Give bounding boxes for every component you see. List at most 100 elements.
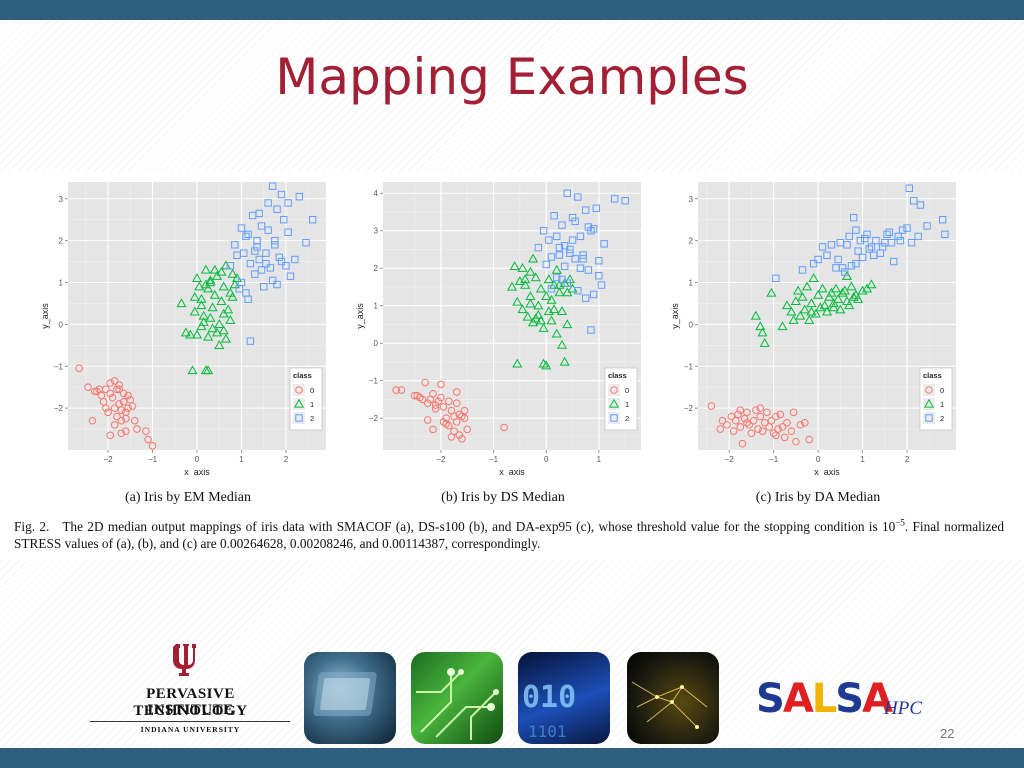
data-point-class-2 (568, 236, 577, 244)
legend-label-class-2: 2 (310, 414, 314, 423)
data-point-class-0 (789, 408, 798, 417)
data-point-class-0 (442, 414, 450, 422)
data-point-class-1 (795, 310, 806, 320)
data-point-class-1 (766, 287, 777, 297)
data-point-class-0 (110, 404, 119, 412)
top-banner (0, 0, 1024, 20)
data-point-class-2 (284, 228, 292, 236)
x-tick-label: −2 (103, 455, 113, 464)
scatter-panel-b: −2 −1 0 1 −2 −1 0 1 2 3 4 x_axis y_axis class 0 1 2 (355, 176, 675, 476)
data-point-class-0 (106, 431, 115, 440)
data-point-class-2 (584, 266, 593, 274)
data-point-class-2 (883, 230, 891, 239)
data-point-class-1 (225, 314, 236, 324)
data-point-class-1 (205, 277, 216, 287)
data-point-class-1 (229, 279, 240, 289)
data-point-class-2 (545, 236, 553, 244)
data-point-class-2 (898, 226, 907, 234)
data-point-class-1 (559, 356, 570, 366)
data-point-class-2 (280, 215, 288, 224)
data-point-class-0 (106, 389, 115, 398)
data-point-class-1 (786, 306, 797, 316)
data-point-class-1 (781, 300, 793, 310)
data-point-class-0 (113, 385, 121, 394)
data-point-class-0 (749, 416, 758, 425)
data-point-class-1 (839, 285, 850, 295)
data-point-class-1 (759, 338, 770, 347)
data-point-class-2 (574, 193, 582, 201)
data-point-class-0 (437, 380, 445, 389)
data-point-class-0 (144, 435, 152, 444)
data-point-class-2 (282, 262, 290, 270)
data-point-class-1 (231, 273, 243, 282)
x-tick-label: 0 (195, 455, 200, 464)
x-tick-label: −1 (769, 455, 779, 464)
x-axis-label: x_axis (814, 467, 840, 476)
data-point-class-0 (124, 404, 132, 412)
data-point-class-1 (777, 321, 788, 331)
data-point-class-1 (209, 289, 220, 299)
data-point-class-2 (242, 232, 250, 241)
data-point-class-1 (806, 298, 817, 308)
legend-label-class-2: 2 (625, 414, 629, 423)
data-point-class-1 (509, 261, 520, 270)
data-point-class-0 (392, 386, 400, 394)
data-point-class-0 (769, 429, 778, 438)
data-point-class-2 (798, 266, 807, 274)
data-point-class-1 (554, 279, 565, 289)
legend-label-class-0: 0 (940, 386, 944, 395)
data-point-class-1 (538, 322, 549, 332)
data-point-class-2 (275, 253, 283, 262)
data-point-class-2 (242, 289, 250, 297)
data-point-class-1 (527, 253, 539, 263)
x-tick-label: 0 (816, 455, 821, 464)
data-point-class-2 (595, 257, 603, 265)
salsa-letter-5: A (862, 676, 893, 722)
data-point-class-0 (500, 423, 508, 432)
data-point-class-0 (119, 389, 128, 398)
data-point-class-1 (543, 306, 554, 315)
data-point-class-1 (562, 287, 573, 297)
data-point-class-2 (271, 241, 279, 249)
data-point-class-2 (589, 225, 598, 233)
data-point-class-2 (847, 262, 856, 270)
pti-logo-line1: PERVASIVE TECHNOLOGY (133, 686, 248, 719)
legend-key-class-2 (925, 414, 933, 422)
data-point-class-0 (397, 386, 406, 394)
data-point-class-2 (610, 195, 619, 203)
data-point-class-0 (723, 421, 731, 429)
salsa-letter-2: A (782, 676, 814, 722)
data-point-class-2 (823, 251, 831, 259)
subcaption-b: (b) Iris by DS Median (441, 490, 565, 505)
data-point-class-1 (813, 289, 824, 299)
data-point-class-2 (814, 255, 822, 264)
data-point-class-1 (525, 266, 536, 276)
data-point-class-0 (119, 398, 128, 406)
data-point-class-0 (763, 408, 771, 417)
data-point-class-1 (541, 291, 552, 300)
data-point-class-0 (463, 425, 472, 434)
salsa-letter-3: L (811, 676, 837, 722)
data-point-class-1 (848, 291, 859, 301)
data-point-class-2 (894, 232, 902, 241)
legend-title: class (923, 371, 942, 380)
y-tick-label: −1 (54, 362, 64, 371)
legend-key-class-0 (610, 386, 618, 394)
data-point-class-1 (191, 273, 203, 282)
data-point-class-0 (778, 423, 787, 431)
data-point-class-0 (88, 416, 97, 425)
data-point-class-0 (756, 404, 765, 412)
data-point-class-0 (450, 412, 458, 421)
data-point-class-2 (246, 337, 255, 345)
data-point-class-1 (176, 298, 187, 308)
y-tick-label: 0 (59, 320, 64, 329)
data-point-class-2 (574, 286, 582, 295)
data-point-class-1 (857, 285, 868, 295)
data-point-class-2 (237, 278, 246, 287)
data-point-class-2 (865, 245, 873, 253)
data-point-class-2 (582, 206, 590, 214)
data-point-class-0 (429, 389, 437, 398)
data-point-class-1 (207, 323, 218, 333)
figure-caption-exponent: −5 (895, 517, 905, 528)
